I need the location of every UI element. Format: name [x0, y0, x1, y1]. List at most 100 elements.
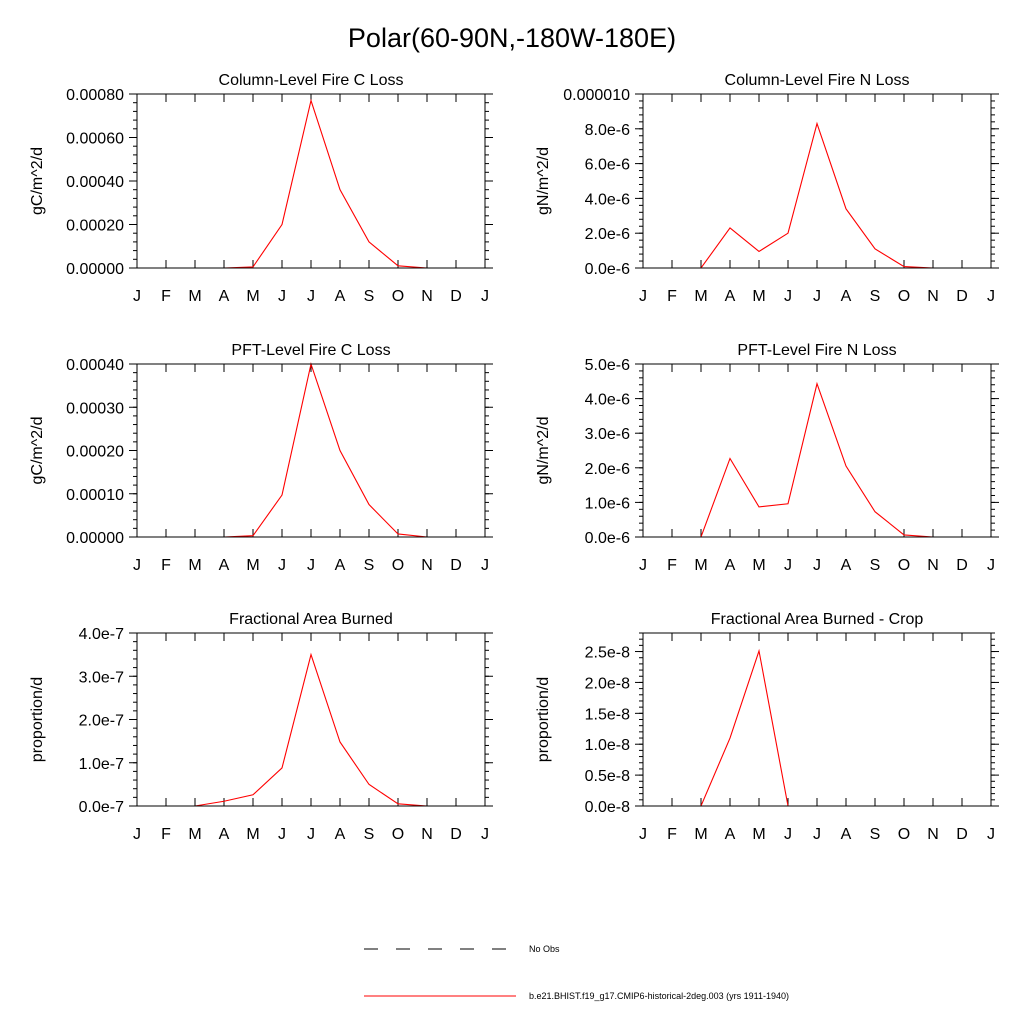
panel-title: Fractional Area Burned - Crop — [711, 611, 924, 628]
x-tick-label: M — [246, 557, 259, 574]
x-tick-label: F — [667, 826, 677, 843]
y-tick-label: 1.0e-7 — [79, 756, 124, 773]
x-tick-label: D — [450, 288, 462, 305]
x-tick-label: S — [364, 288, 375, 305]
y-tick-label: 1.0e-6 — [585, 495, 630, 512]
series-line — [137, 98, 485, 269]
x-tick-label: M — [188, 288, 201, 305]
y-tick-label: 0.00080 — [66, 87, 124, 104]
x-tick-label: N — [421, 826, 433, 843]
x-tick-label: M — [694, 288, 707, 305]
x-tick-label: J — [133, 288, 141, 305]
x-tick-label: J — [987, 288, 995, 305]
x-tick-label: N — [421, 557, 433, 574]
plot-frame — [136, 632, 486, 807]
x-tick-label: J — [639, 557, 647, 574]
x-tick-label: A — [335, 826, 346, 843]
y-tick-label: 3.0e-6 — [585, 426, 630, 443]
x-tick-label: J — [813, 288, 821, 305]
x-tick-label: S — [870, 288, 881, 305]
x-tick-label: A — [841, 557, 852, 574]
figure-title: Polar(60-90N,-180W-180E) — [348, 23, 676, 53]
panel-title: Column-Level Fire N Loss — [725, 72, 910, 89]
x-tick-label: J — [784, 557, 792, 574]
x-tick-label: M — [694, 826, 707, 843]
x-tick-label: N — [927, 826, 939, 843]
y-tick-label: 8.0e-6 — [585, 122, 630, 139]
x-tick-label: A — [335, 288, 346, 305]
x-tick-label: J — [307, 288, 315, 305]
x-tick-label: J — [639, 288, 647, 305]
x-tick-label: J — [481, 826, 489, 843]
legend-label: No Obs — [529, 944, 560, 954]
panel-title: PFT-Level Fire N Loss — [737, 342, 896, 359]
y-tick-label: 0.00040 — [66, 357, 124, 374]
x-tick-label: O — [392, 557, 404, 574]
y-tick-label: 0.0e-6 — [585, 261, 630, 278]
panel-title: Fractional Area Burned — [229, 611, 393, 628]
x-tick-label: M — [188, 557, 201, 574]
chart-panel-2: Column-Level Fire N Loss gN/m^2/d 0.0e-6 2.… — [535, 72, 999, 305]
x-tick-label: J — [639, 826, 647, 843]
y-tick-label: 0.00010 — [66, 487, 124, 504]
y-tick-label: 0.00000 — [66, 530, 124, 547]
x-tick-label: A — [335, 557, 346, 574]
y-tick-label: 4.0e-6 — [585, 392, 630, 409]
x-tick-label: M — [246, 826, 259, 843]
x-tick-label: N — [927, 288, 939, 305]
y-tick-label: 4.0e-6 — [585, 191, 630, 208]
y-tick-label: 0.00020 — [66, 444, 124, 461]
y-tick-label: 2.5e-8 — [585, 645, 630, 662]
x-tick-label: O — [392, 826, 404, 843]
x-tick-label: J — [784, 288, 792, 305]
panel-title: PFT-Level Fire C Loss — [231, 342, 390, 359]
x-tick-label: J — [278, 288, 286, 305]
panel-title: Column-Level Fire C Loss — [219, 72, 404, 89]
x-tick-label: D — [956, 826, 968, 843]
x-tick-label: D — [956, 288, 968, 305]
plot-frame — [642, 632, 992, 807]
x-tick-label: J — [987, 557, 995, 574]
x-tick-label: A — [219, 826, 230, 843]
x-tick-label: J — [278, 557, 286, 574]
y-tick-label: 2.0e-8 — [585, 675, 630, 692]
x-tick-label: S — [364, 826, 375, 843]
x-tick-label: M — [188, 826, 201, 843]
chart-panel-3: PFT-Level Fire C Loss gC/m^2/d 0.00000 0.00… — [29, 342, 493, 574]
y-axis-label: gN/m^2/d — [535, 417, 552, 485]
y-tick-label: 0.00000 — [66, 261, 124, 278]
x-tick-label: J — [813, 826, 821, 843]
y-tick-label: 0.0e-6 — [585, 530, 630, 547]
y-tick-label: 0.00030 — [66, 400, 124, 417]
y-tick-label: 5.0e-6 — [585, 357, 630, 374]
series-line — [137, 361, 485, 538]
x-tick-label: A — [841, 826, 852, 843]
legend-label: b.e21.BHIST.f19_g17.CMIP6-historical-2de… — [529, 991, 789, 1001]
y-tick-label: 0.000010 — [563, 87, 630, 104]
series-line — [643, 121, 991, 269]
x-tick-label: J — [987, 826, 995, 843]
x-tick-label: D — [450, 557, 462, 574]
x-tick-label: A — [841, 288, 852, 305]
y-tick-label: 2.0e-7 — [79, 713, 124, 730]
x-tick-label: F — [161, 826, 171, 843]
x-tick-label: A — [725, 288, 736, 305]
x-tick-label: F — [161, 557, 171, 574]
chart-panels: Column-Level Fire C Loss gC/m^2/d 0.00000 0… — [29, 72, 999, 843]
x-tick-label: D — [450, 826, 462, 843]
x-tick-label: M — [246, 288, 259, 305]
y-tick-label: 3.0e-7 — [79, 669, 124, 686]
x-tick-label: O — [898, 557, 910, 574]
y-tick-label: 6.0e-6 — [585, 157, 630, 174]
y-tick-label: 0.00060 — [66, 131, 124, 148]
x-tick-label: S — [364, 557, 375, 574]
y-tick-label: 0.0e-7 — [79, 799, 124, 816]
x-tick-label: F — [161, 288, 171, 305]
x-tick-label: A — [219, 557, 230, 574]
x-tick-label: S — [870, 826, 881, 843]
y-axis-label: gC/m^2/d — [29, 147, 46, 215]
y-tick-label: 1.5e-8 — [585, 706, 630, 723]
x-tick-label: N — [421, 288, 433, 305]
y-axis-label: proportion/d — [29, 677, 46, 762]
